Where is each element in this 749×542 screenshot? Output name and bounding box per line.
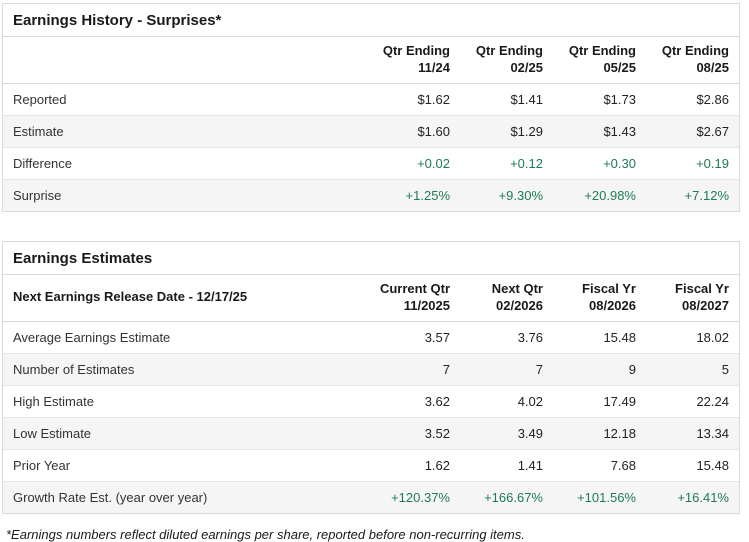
- cell-value: +120.37%: [367, 480, 460, 513]
- column-header: Fiscal Yr 08/2027: [646, 274, 739, 322]
- column-header: Qtr Ending 05/25: [553, 37, 646, 84]
- cell-value: +7.12%: [646, 178, 739, 211]
- row-label: Average Earnings Estimate: [13, 329, 171, 345]
- row-label: Reported: [13, 91, 67, 107]
- cell-value: 18.02: [696, 329, 729, 345]
- row-label: Surprise: [3, 178, 367, 211]
- column-header-line2: 11/24: [418, 59, 450, 75]
- cell-value: 3.62: [367, 384, 460, 418]
- cell-value: 17.49: [553, 384, 646, 418]
- cell-value: +1.25%: [367, 178, 460, 211]
- row-label: Growth Rate Est. (year over year): [3, 480, 367, 513]
- earnings-estimates-table: Next Earnings Release Date - 12/17/25 Cu…: [3, 274, 739, 513]
- table-row: Growth Rate Est. (year over year) +120.3…: [3, 480, 739, 513]
- cell-value: 1.41: [460, 448, 553, 482]
- column-header: Qtr Ending 02/25: [460, 37, 553, 84]
- cell-value: 7.68: [553, 448, 646, 482]
- table-row: Average Earnings Estimate 3.57 3.76 15.4…: [3, 321, 739, 353]
- column-header-line2: 02/25: [510, 59, 543, 75]
- earnings-estimates-title: Earnings Estimates: [3, 242, 739, 275]
- cell-value: 9: [553, 352, 646, 386]
- column-header-line2: 11/2025: [403, 297, 450, 313]
- cell-value: 15.48: [603, 329, 636, 345]
- cell-value: 3.49: [460, 416, 553, 450]
- cell-value: $1.41: [510, 91, 543, 107]
- cell-value: 22.24: [646, 384, 739, 418]
- table-row: Estimate $1.60 $1.29 $1.43 $2.67: [3, 114, 739, 148]
- column-header-line1: Fiscal Yr: [675, 280, 729, 296]
- table-row: High Estimate 3.62 4.02 17.49 22.24: [3, 384, 739, 418]
- cell-value: $1.60: [367, 114, 460, 148]
- cell-value: $1.43: [553, 114, 646, 148]
- cell-value: +0.02: [367, 146, 460, 180]
- earnings-history-panel: Earnings History - Surprises* Qtr Ending…: [2, 3, 740, 212]
- footnote: *Earnings numbers reflect diluted earnin…: [6, 526, 525, 542]
- column-header: Fiscal Yr 08/2026: [553, 274, 646, 322]
- earnings-history-table: Qtr Ending 11/24 Qtr Ending 02/25 Qtr En…: [3, 37, 739, 211]
- cell-value: $1.62: [417, 91, 450, 107]
- row-label: Low Estimate: [3, 416, 367, 450]
- cell-value: +0.30: [553, 146, 646, 180]
- cell-value: $1.73: [603, 91, 636, 107]
- earnings-history-header-row: Qtr Ending 11/24 Qtr Ending 02/25 Qtr En…: [3, 37, 739, 84]
- cell-value: 7: [460, 352, 553, 386]
- column-header: Qtr Ending 08/25: [646, 37, 739, 84]
- header-spacer: [3, 37, 367, 84]
- row-label: Difference: [3, 146, 367, 180]
- column-header: Qtr Ending 11/24: [367, 37, 460, 84]
- table-row: Low Estimate 3.52 3.49 12.18 13.34: [3, 416, 739, 450]
- cell-value: 15.48: [646, 448, 739, 482]
- cell-value: 4.02: [460, 384, 553, 418]
- column-header-line1: Qtr Ending: [475, 43, 543, 58]
- cell-value: $2.86: [696, 91, 729, 107]
- cell-value: 3.57: [424, 329, 450, 345]
- cell-value: 5: [646, 352, 739, 386]
- cell-value: $2.67: [646, 114, 739, 148]
- cell-value: 13.34: [646, 416, 739, 450]
- column-header-line1: Fiscal Yr: [582, 280, 636, 296]
- row-label: Prior Year: [3, 448, 367, 482]
- row-label: Number of Estimates: [3, 352, 367, 386]
- column-header-line1: Qtr Ending: [661, 43, 729, 58]
- cell-value: 1.62: [367, 448, 460, 482]
- cell-value: +0.19: [646, 146, 739, 180]
- table-row: Reported $1.62 $1.41 $1.73 $2.86: [3, 83, 739, 115]
- column-header-line2: 08/2026: [589, 297, 636, 313]
- table-row: Surprise +1.25% +9.30% +20.98% +7.12%: [3, 178, 739, 211]
- column-header: Next Qtr 02/2026: [460, 274, 553, 322]
- cell-value: +20.98%: [553, 178, 646, 211]
- next-earnings-release-date: Next Earnings Release Date - 12/17/25: [3, 274, 367, 322]
- cell-value: $1.29: [460, 114, 553, 148]
- column-header-line2: 08/25: [696, 59, 729, 75]
- table-row: Difference +0.02 +0.12 +0.30 +0.19: [3, 146, 739, 180]
- cell-value: +16.41%: [646, 480, 739, 513]
- earnings-history-title: Earnings History - Surprises*: [3, 4, 739, 37]
- column-header-line2: 05/25: [603, 59, 636, 75]
- earnings-estimates-header-row: Next Earnings Release Date - 12/17/25 Cu…: [3, 274, 739, 322]
- cell-value: 7: [367, 352, 460, 386]
- table-row: Prior Year 1.62 1.41 7.68 15.48: [3, 448, 739, 482]
- row-label: Estimate: [3, 114, 367, 148]
- row-label: High Estimate: [3, 384, 367, 418]
- column-header-line1: Current Qtr: [379, 280, 450, 296]
- cell-value: +9.30%: [460, 178, 553, 211]
- cell-value: 3.76: [517, 329, 543, 345]
- column-header-line1: Qtr Ending: [568, 43, 636, 58]
- cell-value: +0.12: [460, 146, 553, 180]
- column-header: Current Qtr 11/2025: [367, 274, 460, 322]
- cell-value: 3.52: [367, 416, 460, 450]
- cell-value: 12.18: [553, 416, 646, 450]
- earnings-estimates-panel: Earnings Estimates Next Earnings Release…: [2, 240, 740, 514]
- table-row: Number of Estimates 7 7 9 5: [3, 352, 739, 386]
- column-header-line2: 08/2027: [682, 297, 729, 313]
- column-header-line1: Qtr Ending: [382, 43, 450, 58]
- cell-value: +101.56%: [553, 480, 646, 513]
- column-header-line2: 02/2026: [496, 297, 543, 313]
- column-header-line1: Next Qtr: [491, 280, 543, 296]
- cell-value: +166.67%: [460, 480, 553, 513]
